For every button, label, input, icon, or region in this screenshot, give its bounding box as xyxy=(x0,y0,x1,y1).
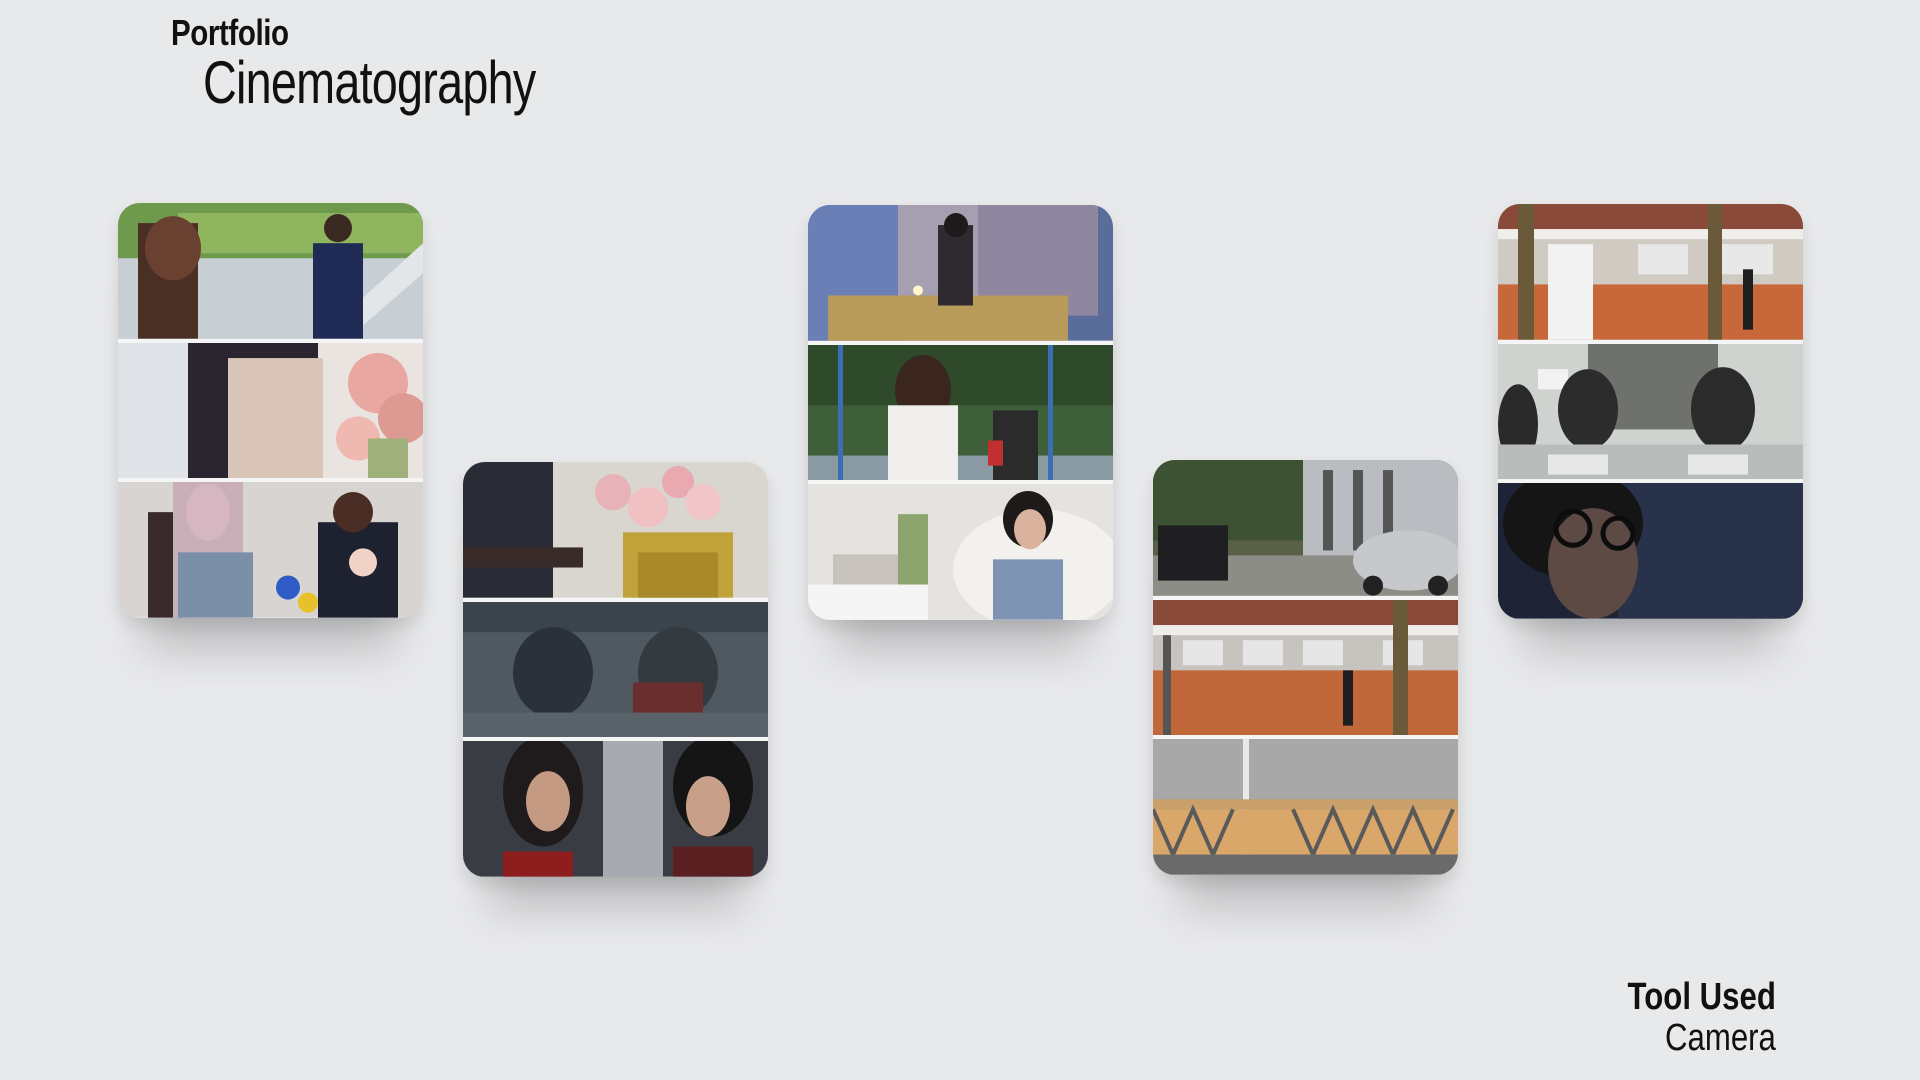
film-still-bedroom xyxy=(808,205,1113,341)
tool-used-block: Tool Used Camera xyxy=(1595,976,1776,1060)
portfolio-label: Portfolio xyxy=(171,12,289,53)
film-still-flower-shop xyxy=(118,482,423,618)
photo-card-4[interactable] xyxy=(1153,460,1458,875)
film-still-car-windshield xyxy=(463,601,768,738)
film-still-girl-on-bed xyxy=(808,484,1113,620)
film-still-balcony xyxy=(1153,739,1458,875)
film-still-glasses xyxy=(1498,483,1803,619)
film-still-florist xyxy=(118,342,423,479)
photo-card-5[interactable] xyxy=(1498,204,1803,619)
photo-card-1[interactable] xyxy=(118,203,423,618)
film-still-building xyxy=(1498,204,1803,340)
film-still-park xyxy=(808,344,1113,481)
tool-used-value: Camera xyxy=(1665,1017,1776,1059)
film-still-pink-flowers xyxy=(463,462,768,598)
film-still-corridor xyxy=(1153,599,1458,736)
photo-card-3[interactable] xyxy=(808,205,1113,620)
film-still-street xyxy=(1153,460,1458,596)
tool-used-label: Tool Used xyxy=(1627,976,1776,1018)
film-still-classroom xyxy=(1498,343,1803,480)
film-still-car-couple xyxy=(463,741,768,877)
page-header: Portfolio Cinematography xyxy=(171,12,629,117)
photo-card-2[interactable] xyxy=(463,462,768,877)
film-still-courtyard xyxy=(118,203,423,339)
page-title: Cinematography xyxy=(203,49,536,116)
